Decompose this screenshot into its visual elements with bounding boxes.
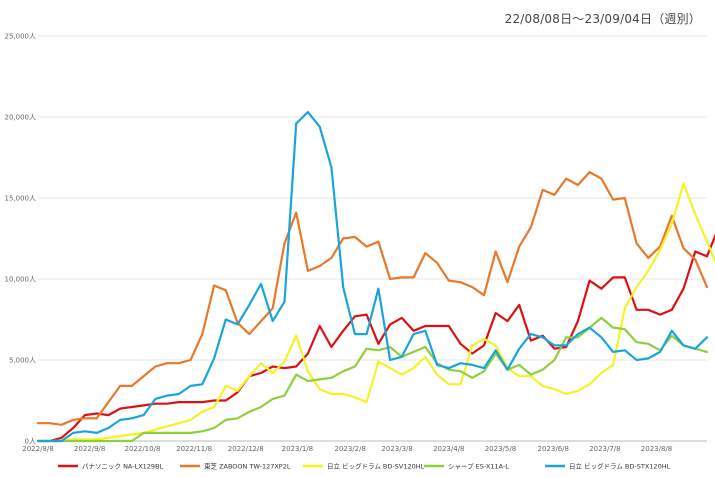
y-axis: 0人 5,000人 10,000人 15,000人 20,000人 25,000人 (5, 33, 37, 446)
y-tick-label: 15,000人 (5, 195, 37, 203)
x-tick-label: 2023/5/8 (485, 445, 516, 453)
x-tick-label: 2023/8/8 (641, 445, 672, 453)
y-tick-label: 20,000人 (5, 114, 37, 122)
chart-subtitle: 22/08/08日〜23/09/04日（週別） (504, 12, 701, 26)
x-tick-label: 2022/8/8 (22, 445, 53, 453)
y-tick-label: 0人 (25, 438, 36, 446)
series-line-3 (36, 182, 715, 443)
series-line-5 (36, 110, 709, 443)
series-line-4 (36, 316, 709, 443)
y-tick-label: 5,000人 (9, 357, 36, 365)
x-tick-label: 2023/3/8 (381, 445, 412, 453)
x-tick-label: 2023/2/8 (334, 445, 365, 453)
x-tick-label: 2022/9/8 (74, 445, 105, 453)
x-tick-label: 2023/7/8 (589, 445, 620, 453)
grid (38, 35, 707, 442)
x-tick-label: 2022/10/8 (125, 445, 161, 453)
y-tick-label: 10,000人 (5, 276, 37, 284)
x-axis: 2022/8/8 2022/9/8 2022/10/8 2022/11/8 2022/1… (22, 445, 672, 453)
x-tick-label: 2023/1/8 (282, 445, 313, 453)
legend-label: シャープ ES-X11A-L (448, 462, 509, 470)
legend-label: 日立 ビッグドラム BD-SV120HL (327, 461, 425, 470)
x-tick-label: 2022/11/8 (176, 445, 212, 453)
legend-label: 東芝 ZABOON TW-127XP2L (204, 461, 291, 470)
legend: パナソニック NA-LX129BL 東芝 ZABOON TW-127XP2L 日立 … (58, 461, 671, 470)
legend-label: 日立 ビッグドラム BD-STX120HL (569, 461, 671, 470)
x-tick-label: 2022/12/8 (228, 445, 264, 453)
x-tick-label: 2023/6/8 (538, 445, 569, 453)
x-tick-label: 2023/4/8 (433, 445, 464, 453)
legend-label: パナソニック NA-LX129BL (82, 462, 164, 470)
series-lines (36, 110, 715, 443)
series-line-1 (36, 233, 715, 443)
y-tick-label: 25,000人 (5, 33, 37, 41)
series-line-2 (36, 171, 709, 426)
